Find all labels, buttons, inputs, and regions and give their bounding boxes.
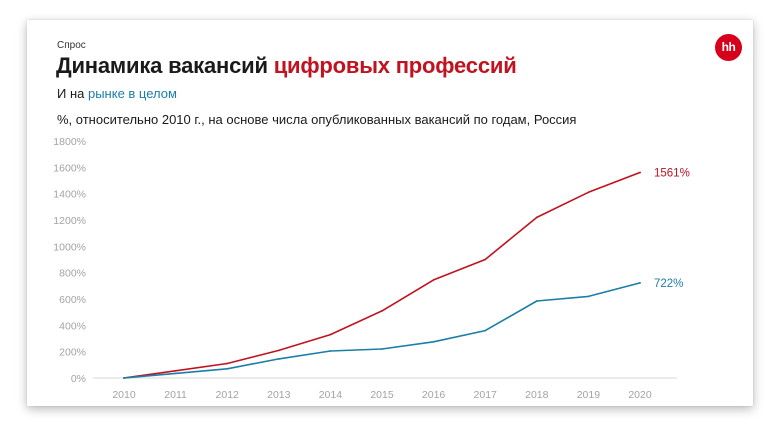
x-tick-label: 2017	[474, 389, 498, 401]
data-point-market	[535, 300, 538, 302]
x-tick-label: 2019	[577, 389, 601, 401]
y-tick-label: 1800%	[53, 136, 86, 148]
x-tick-label: 2012	[216, 389, 240, 401]
end-label-digital: 1561%	[654, 167, 690, 179]
subtitle-main: И на	[57, 86, 88, 101]
slide-subtitle: И на рынке в целом	[57, 86, 177, 101]
series-layer: 1561% 722%	[123, 167, 690, 379]
data-point-digital	[484, 258, 487, 261]
y-tick-label: 1400%	[53, 189, 86, 201]
y-axis: 0% 200% 400% 600% 800% 1000% 1200% 1400% 1600% 18…	[53, 136, 86, 385]
x-tick-label: 2015	[370, 389, 394, 401]
x-tick-label: 2011	[164, 389, 187, 401]
data-point-market	[226, 367, 229, 370]
y-tick-label: 400%	[59, 320, 86, 332]
series-line-digital	[123, 171, 641, 379]
hh-logo-icon: hh	[715, 34, 742, 61]
data-point-market	[639, 282, 641, 284]
x-axis: 2010 2011 2012 2013 2014 2015 2016 2017 2018 2019…	[93, 377, 677, 401]
x-tick-label: 2020	[628, 389, 652, 401]
y-tick-label: 0%	[71, 373, 86, 385]
y-tick-label: 200%	[59, 347, 86, 359]
x-tick-label: 2016	[422, 389, 446, 401]
data-point-digital	[639, 171, 641, 174]
section-kicker: Спрос	[57, 40, 86, 51]
data-point-digital	[432, 279, 435, 281]
title-accent: цифровых профессий	[273, 53, 517, 78]
x-tick-label: 2010	[112, 389, 136, 401]
x-tick-label: 2014	[319, 389, 343, 401]
end-label-market: 722%	[654, 278, 683, 290]
data-point-market	[123, 377, 125, 379]
y-tick-label: 800%	[59, 268, 86, 280]
x-tick-label: 2013	[267, 389, 291, 401]
y-tick-label: 1600%	[53, 162, 86, 174]
x-tick-label: 2018	[525, 389, 549, 401]
data-point-market	[432, 340, 435, 343]
y-tick-label: 1200%	[53, 215, 86, 227]
subtitle-accent: рынке в целом	[87, 86, 177, 101]
data-point-market	[277, 358, 280, 360]
chart-note: %, относительно 2010 г., на основе числа…	[57, 112, 577, 127]
data-point-market	[174, 372, 177, 375]
data-point-digital	[277, 349, 280, 352]
data-point-digital	[535, 216, 538, 219]
data-point-digital	[226, 362, 229, 365]
data-point-market	[381, 348, 383, 350]
slide-title: Динамика вакансий цифровых профессий	[56, 53, 517, 79]
data-point-market	[329, 350, 332, 352]
data-point-digital	[381, 309, 383, 312]
y-tick-label: 1000%	[53, 241, 86, 253]
data-point-digital	[329, 333, 332, 336]
data-point-digital	[587, 191, 590, 194]
line-chart: 0% 200% 400% 600% 800% 1000% 1200% 1400% 1600% 18…	[53, 136, 690, 401]
title-main: Динамика вакансий	[56, 53, 274, 78]
y-tick-label: 600%	[59, 294, 86, 306]
series-line-market	[123, 282, 641, 379]
data-point-digital	[174, 369, 177, 372]
data-point-market	[484, 329, 487, 332]
slide: Спрос Динамика вакансий цифровых професс…	[27, 20, 753, 406]
data-point-market	[587, 295, 590, 298]
